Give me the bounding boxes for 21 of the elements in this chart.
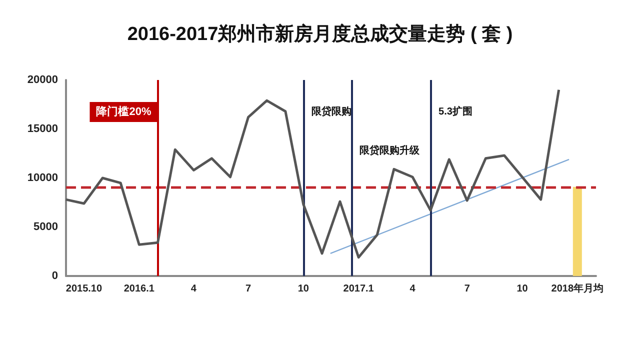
chart-title: 2016-2017郑州市新房月度总成交量走势 ( 套 ) (127, 23, 513, 45)
y-tick-label: 5000 (34, 221, 58, 233)
x-tick-label: 7 (464, 284, 470, 294)
x-tick-label: 2018年月均 (551, 282, 604, 294)
ref-line-label: 限贷限购升级 (359, 144, 420, 156)
x-tick-label: 4 (410, 284, 416, 294)
ref-line-label: 限贷限购 (311, 106, 352, 118)
y-tick-label: 0 (52, 270, 58, 282)
y-tick-label: 20000 (27, 74, 58, 86)
y-tick-label: 15000 (27, 123, 58, 135)
x-tick-label: 7 (245, 284, 252, 294)
ref-line-label: 5.3扩围 (438, 106, 472, 118)
line-series (64, 88, 560, 259)
x-tick-label: 2017.1 (343, 284, 374, 294)
x-tick-label: 4 (190, 284, 197, 294)
x-tick-label: 10 (516, 284, 528, 294)
x-tick-label: 10 (298, 284, 310, 294)
x-tick-label: 2016.1 (124, 284, 155, 294)
x-tick-label: 2015.10 (66, 284, 102, 294)
ref-line-label: 降门槛20% (96, 105, 152, 118)
y-tick-label: 10000 (27, 172, 58, 184)
